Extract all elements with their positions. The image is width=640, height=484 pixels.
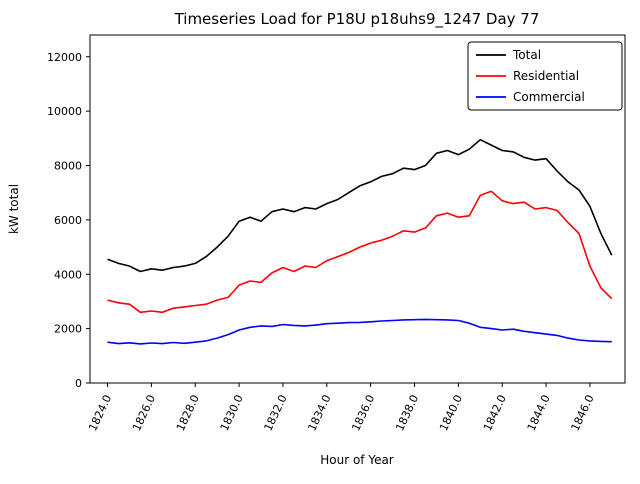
series-line-commercial	[107, 318, 612, 345]
y-tick-label: 6000	[54, 214, 82, 227]
legend-label-commercial: Commercial	[513, 90, 585, 104]
axes-spines	[89, 34, 626, 384]
x-tick-label: 1834.0	[305, 393, 333, 433]
legend-label-total: Total	[512, 48, 541, 62]
x-tick-label: 1842.0	[481, 393, 509, 433]
chart-title: Timeseries Load for P18U p18uhs9_1247 Da…	[174, 10, 540, 29]
x-tick-label: 1830.0	[218, 393, 246, 433]
x-axis-label: Hour of Year	[320, 453, 394, 467]
y-tick-label: 0	[75, 377, 82, 390]
series-line-total	[107, 138, 613, 273]
series-line-residential	[107, 190, 613, 314]
x-tick-label: 1832.0	[262, 393, 290, 433]
y-tick-label: 4000	[54, 268, 82, 281]
x-tick-label: 1844.0	[525, 393, 553, 433]
legend-box	[467, 41, 623, 111]
x-tick-label: 1840.0	[437, 393, 465, 433]
y-tick-label: 8000	[54, 160, 82, 173]
x-tick-label: 1824.0	[86, 393, 114, 433]
x-tick-label: 1838.0	[393, 393, 421, 433]
plot-area: 1824.0 1826.0 1828.0 1830.0 1832.0 1834.0 1836…	[47, 34, 626, 433]
y-axis-label: kW total	[7, 184, 21, 234]
x-tick-label: 1846.0	[569, 393, 597, 433]
y-tick-label: 2000	[54, 323, 82, 336]
legend-label-residential: Residential	[513, 69, 579, 83]
y-tick-label: 10000	[47, 105, 82, 118]
y-tick-label: 12000	[47, 51, 82, 64]
x-tick-label: 1826.0	[130, 393, 158, 433]
x-tick-label: 1836.0	[349, 393, 377, 433]
x-tick-label: 1828.0	[174, 393, 202, 433]
